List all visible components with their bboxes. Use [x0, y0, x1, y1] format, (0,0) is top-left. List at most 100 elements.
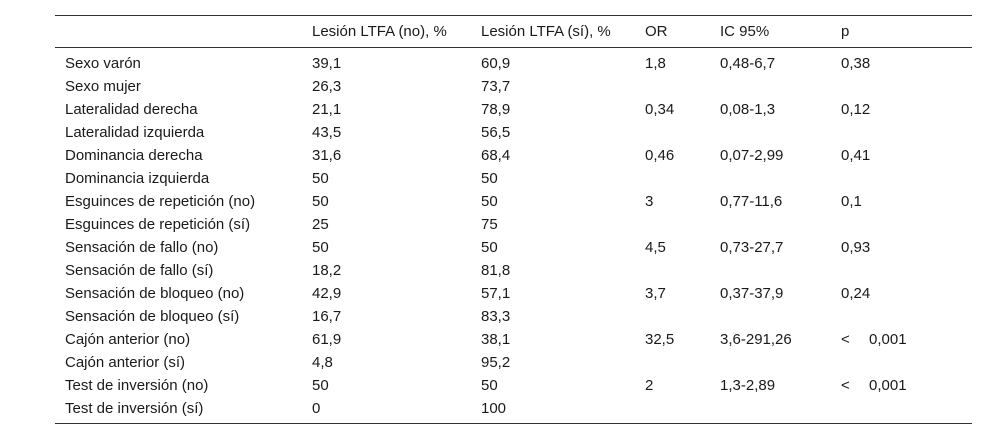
- cell-ic95: 0,37-37,9: [720, 285, 784, 302]
- cell-ic95: [710, 397, 831, 424]
- cell-lesion-si: 68,4: [481, 147, 511, 164]
- table-row: Esguinces de repetición (no) 50 50 3 0,77-11…: [55, 190, 972, 213]
- table-row: Lateralidad derecha 21,1 78,9 0,34 0,08-1,3 0…: [55, 98, 972, 121]
- cell-ic95: 0,77-11,6: [720, 193, 783, 210]
- header-ic95: IC 95%: [710, 15, 831, 48]
- cell-ic95: [710, 213, 831, 236]
- cell-lesion-no: 61,9: [312, 331, 342, 348]
- cell-p: [831, 351, 972, 374]
- table-row: Sexo mujer 26,3 73,7: [55, 75, 972, 98]
- cell-or: [635, 121, 710, 144]
- table-row: Lateralidad izquierda 43,5 56,5: [55, 121, 972, 144]
- cell-lesion-si: 83,3: [481, 308, 511, 325]
- cell-p: [831, 75, 972, 98]
- cell-ic95: 1,3-2,89: [720, 377, 776, 394]
- table-row: Sensación de fallo (sí) 18,2 81,8: [55, 259, 972, 282]
- results-table: Lesión LTFA (no), % Lesión LTFA (sí), % OR…: [55, 15, 972, 424]
- cell-lesion-si: 75: [481, 216, 498, 233]
- cell-or: 0,46: [645, 147, 675, 164]
- p-value: 0,12: [841, 101, 871, 118]
- p-value: 0,24: [841, 285, 871, 302]
- cell-lesion-no: 21,1: [312, 101, 342, 118]
- cell-lesion-si: 50: [481, 239, 498, 256]
- cell-lesion-no: 16,7: [312, 308, 342, 325]
- cell-p: <0,001: [831, 328, 972, 351]
- cell-p: [831, 397, 972, 424]
- table-row: Sensación de fallo (no) 50 50 4,5 0,73-27,7 0…: [55, 236, 972, 259]
- cell-lesion-no: 39,1: [312, 55, 342, 72]
- cell-variable: Sexo mujer: [65, 78, 141, 95]
- p-value: 0,93: [841, 239, 871, 256]
- cell-variable: Sensación de fallo (no): [65, 239, 219, 256]
- cell-lesion-si: 78,9: [481, 101, 511, 118]
- table-row: Cajón anterior (no) 61,9 38,1 32,5 3,6-291,2…: [55, 328, 972, 351]
- cell-variable: Esguinces de repetición (no): [65, 193, 256, 210]
- cell-p: [831, 259, 972, 282]
- cell-or: 32,5: [645, 331, 675, 348]
- table-row: Sexo varón 39,1 60,9 1,8 0,48-6,7 0,38: [55, 48, 972, 76]
- table-body: Sexo varón 39,1 60,9 1,8 0,48-6,7 0,38 Sexo mu…: [55, 48, 972, 424]
- cell-variable: Test de inversión (sí): [55, 397, 302, 424]
- p-value: 0,38: [841, 55, 871, 72]
- table-row: Test de inversión (sí) 0 100: [55, 397, 972, 424]
- cell-or: [635, 167, 710, 190]
- cell-or: [635, 75, 710, 98]
- cell-p: <0,001: [831, 374, 972, 397]
- cell-ic95: 3,6-291,26: [720, 331, 792, 348]
- cell-p: 0,41: [831, 144, 972, 167]
- cell-variable: Sexo varón: [65, 55, 141, 72]
- cell-ic95: [710, 259, 831, 282]
- cell-lesion-si: 50: [481, 377, 498, 394]
- results-table-container: Lesión LTFA (no), % Lesión LTFA (sí), % OR…: [55, 15, 972, 424]
- p-value: 0,1: [841, 193, 862, 210]
- cell-ic95: 0,08-1,3: [720, 101, 776, 118]
- header-or: OR: [635, 15, 710, 48]
- cell-lesion-si: 100: [471, 397, 635, 424]
- cell-variable: Dominancia derecha: [65, 147, 203, 164]
- table-header: Lesión LTFA (no), % Lesión LTFA (sí), % OR…: [55, 15, 972, 48]
- cell-or: 3,7: [645, 285, 666, 302]
- cell-lesion-si: 56,5: [481, 124, 511, 141]
- table-row: Dominancia derecha 31,6 68,4 0,46 0,07-2,99 0…: [55, 144, 972, 167]
- table-row: Esguinces de repetición (sí) 25 75: [55, 213, 972, 236]
- cell-variable: Dominancia izquierda: [65, 170, 210, 187]
- cell-ic95: 0,48-6,7: [720, 55, 776, 72]
- table-row: Sensación de bloqueo (sí) 16,7 83,3: [55, 305, 972, 328]
- p-value: 0,001: [869, 377, 907, 394]
- cell-lesion-si: 73,7: [481, 78, 511, 95]
- cell-lesion-no: 50: [312, 170, 329, 187]
- cell-lesion-no: 50: [312, 193, 329, 210]
- cell-lesion-si: 95,2: [481, 354, 511, 371]
- table-row: Sensación de bloqueo (no) 42,9 57,1 3,7 0,37…: [55, 282, 972, 305]
- cell-variable: Sensación de bloqueo (sí): [65, 308, 240, 325]
- cell-lesion-no: 43,5: [312, 124, 342, 141]
- cell-ic95: 0,73-27,7: [720, 239, 784, 256]
- cell-lesion-si: 50: [481, 193, 498, 210]
- header-lesion-si: Lesión LTFA (sí), %: [471, 15, 635, 48]
- cell-lesion-no: 42,9: [312, 285, 342, 302]
- cell-lesion-no: 0: [302, 397, 471, 424]
- p-comparison-sign: <: [841, 377, 850, 394]
- cell-lesion-si: 50: [481, 170, 498, 187]
- table-row: Dominancia izquierda 50 50: [55, 167, 972, 190]
- cell-p: 0,1: [831, 190, 972, 213]
- cell-ic95: [710, 167, 831, 190]
- cell-ic95: 0,07-2,99: [720, 147, 784, 164]
- cell-or: 2: [645, 377, 654, 394]
- cell-ic95: [710, 121, 831, 144]
- cell-lesion-si: 57,1: [481, 285, 511, 302]
- cell-or: 3: [645, 193, 654, 210]
- cell-variable: Esguinces de repetición (sí): [65, 216, 251, 233]
- cell-lesion-si: 81,8: [481, 262, 511, 279]
- cell-lesion-no: 26,3: [312, 78, 342, 95]
- header-variable: [55, 15, 302, 48]
- cell-variable: Sensación de bloqueo (no): [65, 285, 245, 302]
- p-value: 0,41: [841, 147, 871, 164]
- cell-p: [831, 121, 972, 144]
- cell-ic95: [710, 351, 831, 374]
- cell-or: [635, 305, 710, 328]
- cell-or: 0,34: [645, 101, 675, 118]
- p-value: 0,001: [869, 331, 907, 348]
- cell-lesion-no: 31,6: [312, 147, 342, 164]
- cell-lesion-no: 25: [312, 216, 329, 233]
